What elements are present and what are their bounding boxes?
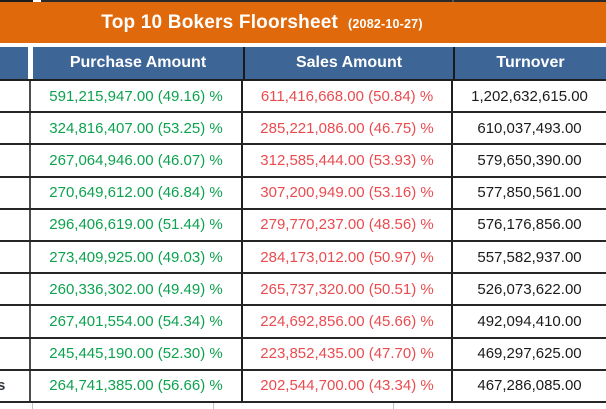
turnover-cell: 557,582,937.00 [477, 248, 582, 266]
purchase-amount-cell: 296,406,619.00 (51.44) % [31, 209, 243, 241]
turnover-cell: 579,650,390.00 [477, 152, 582, 169]
top-gridline-tick [452, 0, 454, 2]
column-header-turnover: Turnover [455, 47, 606, 79]
turnover-cell: 576,176,856.00 [477, 216, 582, 234]
table-row: s 264,741,385.00 (56.66) % 202,544,700.0… [0, 370, 606, 404]
column-header-purchase-amount: Purchase Amount [33, 47, 245, 79]
purchase-amount-cell: 591,215,947.00 (49.16) % [31, 81, 243, 112]
sheet-gridline-tick [32, 403, 33, 409]
column-header-sales-amount: Sales Amount [245, 47, 455, 79]
purchase-amount-cell: 270,649,612.00 (46.84) % [31, 177, 243, 208]
purchase-amount-cell: 260,336,302.00 (49.49) % [31, 274, 243, 305]
table-row: 296,406,619.00 (51.44) % 279,770,237.00 … [0, 209, 606, 243]
table-row: 324,816,407.00 (53.25) % 285,221,086.00 … [0, 113, 606, 146]
table-header: Purchase Amount Sales Amount Turnover [0, 47, 606, 81]
broker-name-fragment [0, 145, 31, 176]
header-left-stub [0, 47, 28, 79]
sheet-gridline-tick [393, 403, 394, 409]
purchase-amount-cell: 264,741,385.00 (56.66) % [31, 370, 243, 402]
sales-amount-cell: 284,173,012.00 (50.97) % [243, 242, 453, 273]
turnover-cell: 469,297,625.00 [477, 345, 582, 363]
turnover-cell: 526,073,622.00 [477, 280, 582, 298]
broker-name-fragment: s [0, 370, 31, 402]
table-row: 267,064,946.00 (46.07) % 312,585,444.00 … [0, 145, 606, 178]
sales-amount-cell: 285,221,086.00 (46.75) % [243, 113, 453, 144]
sales-amount-cell: 265,737,320.00 (50.51) % [243, 274, 453, 305]
sales-amount-cell: 223,852,435.00 (47.70) % [243, 338, 453, 369]
top-gridline-segment [41, 0, 606, 2]
broker-name-fragment [0, 177, 31, 208]
purchase-amount-cell: 245,445,190.00 (52.30) % [31, 338, 243, 369]
broker-name-fragment [0, 306, 31, 337]
turnover-cell: 492,094,410.00 [477, 313, 582, 331]
top-gridline-segment [0, 0, 33, 2]
turnover-cell: 1,202,632,615.00 [471, 87, 588, 105]
broker-name-fragment [0, 81, 31, 112]
header-gap [0, 43, 606, 47]
broker-name-fragment [0, 209, 31, 241]
sales-amount-cell: 312,585,444.00 (53.93) % [243, 145, 453, 176]
title-group: Top 10 Bokers Floorsheet (2082-10-27) [101, 12, 422, 34]
sales-amount-cell: 307,200,949.00 (53.16) % [243, 177, 453, 208]
table-body: 591,215,947.00 (49.16) % 611,416,668.00 … [0, 81, 606, 404]
broker-name-fragment [0, 113, 31, 144]
turnover-cell: 577,850,561.00 [477, 184, 582, 202]
sales-amount-cell: 279,770,237.00 (48.56) % [243, 209, 453, 241]
table-row: 245,445,190.00 (52.30) % 223,852,435.00 … [0, 338, 606, 371]
turnover-cell: 467,286,085.00 [477, 377, 582, 395]
purchase-amount-cell: 273,409,925.00 (49.03) % [31, 242, 243, 273]
sheet-gridline-tick [213, 403, 214, 409]
turnover-cell: 610,037,493.00 [477, 119, 582, 137]
purchase-amount-cell: 267,401,554.00 (54.34) % [31, 306, 243, 337]
purchase-amount-cell: 324,816,407.00 (53.25) % [31, 113, 243, 144]
broker-name-fragment [0, 242, 31, 273]
sales-amount-cell: 224,692,856.00 (45.66) % [243, 306, 453, 337]
page-title: Top 10 Bokers Floorsheet [101, 11, 339, 33]
table-row: 267,401,554.00 (54.34) % 224,692,856.00 … [0, 306, 606, 339]
table-row: 273,409,925.00 (49.03) % 284,173,012.00 … [0, 242, 606, 275]
table-row: 591,215,947.00 (49.16) % 611,416,668.00 … [0, 81, 606, 114]
purchase-amount-cell: 267,064,946.00 (46.07) % [31, 145, 243, 176]
table-row: 270,649,612.00 (46.84) % 307,200,949.00 … [0, 177, 606, 210]
sales-amount-cell: 611,416,668.00 (50.84) % [243, 81, 453, 112]
broker-name-fragment [0, 338, 31, 369]
title-bar: Top 10 Bokers Floorsheet (2082-10-27) [0, 2, 606, 43]
top-gridline [0, 0, 606, 2]
title-date: (2082-10-27) [348, 16, 423, 31]
table-row: 260,336,302.00 (49.49) % 265,737,320.00 … [0, 274, 606, 307]
broker-name-fragment [0, 274, 31, 305]
header-column-gap [28, 47, 33, 79]
bottom-gutter [0, 403, 606, 409]
sales-amount-cell: 202,544,700.00 (43.34) % [243, 370, 453, 402]
